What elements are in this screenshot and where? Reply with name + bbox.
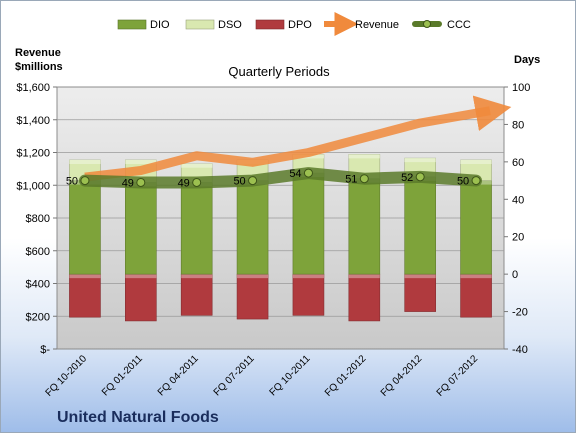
left-tick-label: $600 (26, 246, 50, 258)
dpo-bar (180, 273, 213, 316)
right-tick-label: 0 (512, 269, 518, 281)
dio-bar (460, 180, 492, 275)
left-tick-label: $1,400 (16, 115, 50, 127)
left-tick-label: $- (40, 344, 50, 356)
dso-bar-highlight (404, 158, 436, 163)
left-axis-label-line2: $millions (15, 61, 63, 73)
dpo-bar-highlight (292, 274, 324, 279)
ccc-point (192, 177, 202, 187)
legend-swatch-dpo (255, 19, 285, 30)
ccc-data-label: 50 (233, 176, 245, 188)
dpo-bar (125, 273, 157, 322)
dio-bar (180, 182, 213, 275)
category-label: FQ 10-2010 (44, 353, 90, 399)
category-label: FQ 07-2011 (212, 353, 257, 398)
ccc-point (415, 172, 425, 182)
dpo-bar-highlight (348, 274, 380, 279)
category-label: FQ 10-2011 (268, 353, 313, 398)
dpo-bar (404, 273, 436, 312)
dio-bar (404, 176, 436, 275)
dpo-bar-highlight (181, 274, 213, 279)
dso-bar-highlight (348, 154, 380, 159)
dpo-bar-highlight (125, 274, 157, 279)
ccc-data-label: 49 (122, 177, 134, 189)
legend-label: Revenue (355, 19, 399, 31)
legend-swatch-dio (117, 19, 147, 30)
ccc-point (359, 174, 369, 184)
dpo-bar (460, 273, 492, 318)
ccc-point (248, 176, 258, 186)
right-tick-label: -40 (512, 344, 528, 356)
dpo-bar (348, 273, 381, 322)
category-label: FQ 07-2012 (435, 353, 481, 399)
lines: 50 49 49 50 54 51 52 50 (66, 95, 512, 189)
legend: DIO DSO DPO Revenue CCC (117, 12, 471, 36)
ccc-point (136, 177, 146, 187)
ccc-data-label: 54 (289, 168, 301, 180)
dso-bar-highlight (125, 159, 157, 164)
dpo-bar-highlight (404, 274, 436, 279)
chart-title: Quarterly Periods (228, 64, 330, 79)
left-tick-label: $1,000 (16, 180, 50, 192)
dio-bar (292, 172, 325, 275)
right-tick-label: -20 (512, 307, 528, 319)
category-label: FQ 01-2012 (323, 353, 369, 399)
legend-label: DPO (288, 19, 312, 31)
dpo-bar (69, 273, 101, 318)
ccc-point (303, 168, 313, 178)
dio-bar (236, 180, 269, 275)
right-tick-label: 60 (512, 157, 524, 169)
legend-swatch-dso (185, 19, 215, 30)
left-tick-label: $800 (26, 213, 50, 225)
left-tick-label: $400 (26, 279, 50, 291)
dio-bar (69, 180, 101, 275)
left-axis-label-line1: Revenue (15, 47, 61, 59)
dpo-bar (236, 273, 269, 320)
ccc-data-label: 50 (457, 176, 469, 188)
ccc-line (78, 167, 483, 189)
dso-bar-highlight (181, 163, 213, 168)
category-label: FQ 01-2011 (100, 353, 145, 398)
right-tick-label: 20 (512, 232, 524, 244)
revenue-line (84, 95, 512, 182)
right-tick-label: 80 (512, 119, 524, 131)
dpo-bar-highlight (69, 274, 101, 279)
right-tick-label: 100 (512, 82, 530, 94)
ccc-data-label: 52 (401, 172, 413, 184)
left-tick-label: $1,600 (16, 82, 50, 94)
dpo-bar-highlight (237, 274, 269, 279)
legend-label: CCC (447, 19, 471, 31)
ccc-data-label: 51 (345, 174, 357, 186)
right-tick-label: 40 (512, 194, 524, 206)
dio-bar (348, 178, 381, 275)
dpo-bar-highlight (460, 274, 492, 279)
company-name: United Natural Foods (57, 409, 219, 426)
category-label: FQ 04-2011 (156, 353, 201, 398)
ccc-data-label: 49 (178, 177, 190, 189)
dso-bar-highlight (69, 159, 101, 164)
category-label: FQ 04-2012 (379, 353, 425, 399)
ccc-point (471, 176, 481, 186)
legend-swatch-ccc-point (423, 20, 431, 28)
left-tick-label: $1,200 (16, 148, 50, 160)
left-tick-label: $200 (26, 311, 50, 323)
legend-label: DIO (150, 19, 170, 31)
dio-bar (125, 182, 157, 275)
dso-bar-highlight (460, 159, 492, 164)
ccc-data-label: 50 (66, 176, 78, 188)
legend-label: DSO (218, 19, 242, 31)
dpo-bar (292, 273, 325, 316)
ccc-point (80, 176, 90, 186)
right-axis-label: Days (514, 54, 540, 66)
